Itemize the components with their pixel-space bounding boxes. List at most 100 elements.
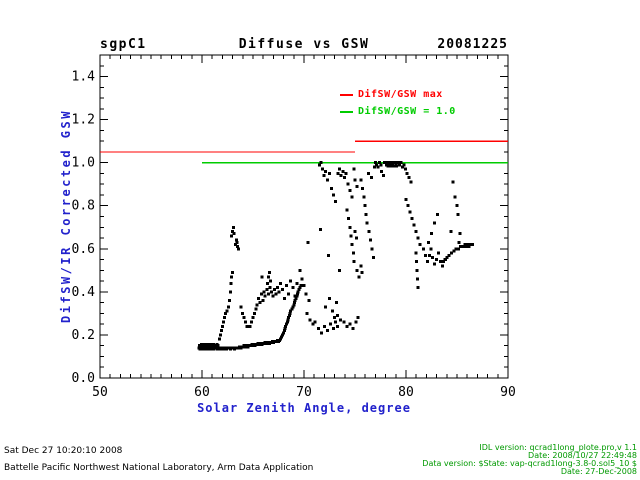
data-point — [350, 242, 354, 246]
data-point — [345, 208, 349, 212]
data-point — [283, 329, 287, 333]
footer-organization: Battelle Pacific Northwest National Labo… — [4, 463, 314, 473]
data-point — [311, 322, 315, 326]
data-point — [243, 320, 247, 324]
data-point — [361, 187, 365, 191]
data-point — [377, 161, 381, 165]
data-point — [323, 305, 327, 309]
legend-label-max: DifSW/GSW max — [358, 89, 443, 100]
data-point — [220, 324, 224, 328]
data-point — [298, 286, 302, 290]
data-point — [265, 288, 269, 292]
data-point — [335, 301, 339, 305]
data-point — [283, 296, 287, 300]
data-point — [265, 281, 269, 285]
data-point — [382, 174, 386, 178]
data-point — [459, 245, 463, 249]
data-point — [293, 294, 297, 298]
data-point — [349, 234, 353, 238]
data-point — [230, 234, 234, 238]
data-point — [293, 298, 297, 302]
data-point — [394, 164, 398, 168]
data-point — [345, 324, 349, 328]
data-point — [285, 283, 289, 287]
y-tick-label: 0.8 — [72, 199, 95, 214]
data-point — [454, 247, 458, 251]
data-point — [465, 245, 469, 249]
data-point — [433, 262, 437, 266]
data-point — [228, 298, 232, 302]
data-point — [466, 242, 470, 246]
data-point — [288, 314, 292, 318]
data-point — [355, 268, 359, 272]
data-point — [372, 165, 376, 169]
data-point — [219, 329, 223, 333]
x-tick-label: 50 — [92, 385, 108, 400]
data-point — [370, 247, 374, 251]
data-point — [414, 251, 418, 255]
data-point — [379, 163, 383, 167]
axes-box — [99, 54, 509, 379]
data-point — [365, 221, 369, 225]
data-point — [336, 324, 340, 328]
data-point — [342, 320, 346, 324]
date-label: 20081225 — [437, 37, 508, 52]
data-point — [269, 290, 273, 294]
data-point — [416, 277, 420, 281]
data-point — [253, 311, 257, 315]
data-point — [386, 164, 390, 168]
legend-item-difsw-gsw-max: DifSW/GSW max — [340, 89, 443, 100]
data-point — [366, 171, 370, 175]
data-point — [407, 176, 411, 180]
data-point — [232, 225, 236, 229]
data-point — [283, 326, 287, 330]
data-point — [346, 182, 350, 186]
data-point — [412, 223, 416, 227]
data-point — [458, 232, 462, 236]
data-point — [449, 230, 453, 234]
data-point — [355, 236, 359, 240]
data-point — [416, 286, 420, 290]
y-tick-label: 1.0 — [72, 156, 95, 171]
data-point — [445, 255, 449, 259]
data-point — [284, 324, 288, 328]
data-point — [235, 240, 239, 244]
data-point — [326, 253, 330, 257]
data-point — [339, 174, 343, 178]
data-point — [246, 324, 250, 328]
data-point — [368, 238, 372, 242]
data-point — [418, 242, 422, 246]
data-point — [323, 169, 327, 173]
data-point — [322, 174, 326, 178]
data-point — [392, 164, 396, 168]
data-point — [357, 275, 361, 279]
data-point — [291, 305, 295, 309]
data-point — [280, 335, 284, 339]
data-point — [295, 292, 299, 296]
data-point — [443, 258, 447, 262]
data-version-text: Data version: $State: vap-qcrad1long-3.8… — [422, 459, 637, 468]
y-tick-label: 0.0 — [72, 371, 95, 386]
data-point — [225, 309, 229, 313]
data-point — [290, 307, 294, 311]
y-tick-label: 0.6 — [72, 242, 95, 257]
data-point — [391, 163, 395, 167]
data-point — [277, 290, 281, 294]
data-point — [261, 298, 265, 302]
data-point — [325, 178, 329, 182]
data-point — [380, 169, 384, 173]
data-point — [308, 318, 312, 322]
data-point — [223, 311, 227, 315]
data-point — [409, 180, 413, 184]
data-point — [423, 253, 427, 257]
data-point — [221, 320, 225, 324]
y-tick-label: 1.2 — [72, 113, 95, 128]
data-point — [406, 204, 410, 208]
data-point — [289, 309, 293, 313]
data-point — [462, 245, 466, 249]
data-point — [329, 322, 333, 326]
data-point — [452, 249, 456, 253]
data-point — [426, 240, 430, 244]
